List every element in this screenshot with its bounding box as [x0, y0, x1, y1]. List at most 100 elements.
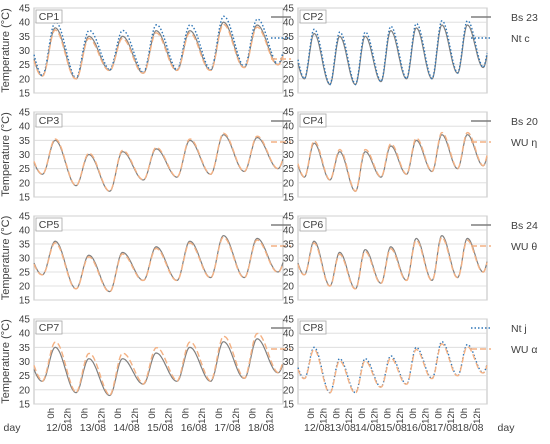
y-tick-label: 45: [283, 315, 295, 326]
legend-entry: Bs 20: [511, 116, 538, 128]
x-tick-hour: 0h: [248, 408, 259, 419]
legend-entry: Nt c: [511, 33, 530, 45]
x-tick-hour: 0h: [382, 408, 393, 419]
y-tick-label: 45: [283, 212, 295, 223]
x-tick-hour: 0h: [331, 408, 342, 419]
x-tick-hour: 0h: [357, 408, 368, 419]
x-tick-hour: 12h: [197, 408, 208, 424]
x-date-label: 18/08: [457, 422, 483, 434]
panel-label-box: [35, 320, 63, 335]
y-tick-label: 25: [283, 371, 295, 382]
y-tick-label: 30: [19, 46, 31, 57]
x-tick-hour: 12h: [319, 408, 330, 424]
series-line-wu: [33, 23, 284, 80]
y-tick-label: 30: [283, 357, 295, 368]
y-axis-title: Temperature (°C): [0, 112, 12, 196]
x-tick-hour: 0h: [433, 408, 444, 419]
y-axis-title: Temperature (°C): [0, 8, 12, 92]
panel-label-box: [35, 113, 63, 128]
y-tick-label: 20: [19, 74, 31, 85]
y-tick-label: 25: [19, 371, 31, 382]
x-date-label: 14/08: [355, 422, 381, 434]
x-date-label: 13/08: [80, 422, 106, 434]
x-date-label: 12/08: [46, 422, 72, 434]
y-axis-title: Temperature (°C): [0, 319, 12, 403]
y-tick-label: 25: [283, 164, 295, 175]
legend-entry: WU α: [511, 344, 537, 356]
x-tick-hour: 0h: [459, 408, 470, 419]
y-tick-label: 25: [19, 164, 31, 175]
x-tick-hour: 12h: [472, 408, 483, 424]
panel-label-box: [299, 217, 327, 232]
x-date-label: 14/08: [113, 422, 139, 434]
legend-entry: WU θ: [511, 241, 537, 253]
x-tick-hour: 12h: [231, 408, 242, 424]
y-tick-label: 20: [19, 178, 31, 189]
x-tick-hour: 12h: [370, 408, 381, 424]
x-tick-hour: 12h: [446, 408, 457, 424]
legend-entry: WU η: [511, 137, 537, 149]
y-tick-label: 35: [19, 343, 31, 354]
y-tick-label: 45: [19, 212, 31, 223]
y-tick-label: 15: [283, 296, 295, 307]
y-tick-label: 40: [19, 122, 31, 133]
legend-entry: Bs 24: [511, 220, 538, 232]
y-tick-label: 20: [283, 178, 295, 189]
x-tick-hour: 0h: [306, 408, 317, 419]
y-tick-label: 15: [283, 400, 295, 411]
y-tick-label: 30: [19, 357, 31, 368]
y-tick-label: 35: [283, 136, 295, 147]
y-tick-label: 40: [283, 329, 295, 340]
y-tick-label: 15: [283, 193, 295, 204]
y-tick-label: 35: [19, 240, 31, 251]
x-tick-hour: 0h: [214, 408, 225, 419]
panel-label-box: [299, 320, 327, 335]
y-tick-label: 45: [19, 315, 31, 326]
y-tick-label: 15: [19, 193, 31, 204]
y-tick-label: 20: [283, 385, 295, 396]
y-tick-label: 45: [283, 4, 295, 15]
series-line-bs: [33, 338, 284, 397]
y-tick-label: 35: [19, 32, 31, 43]
x-tick-hour: 12h: [164, 408, 175, 424]
x-date-label: 17/08: [432, 422, 458, 434]
y-tick-label: 40: [283, 18, 295, 29]
y-tick-label: 15: [19, 296, 31, 307]
panel-label: CP8: [303, 322, 324, 334]
x-tick-hour: 12h: [344, 408, 355, 424]
y-tick-label: 35: [283, 343, 295, 354]
y-tick-label: 40: [19, 18, 31, 29]
x-tick-hour: 12h: [130, 408, 141, 424]
y-axis-title: Temperature (°C): [0, 216, 12, 300]
x-axis-day-label: day: [498, 422, 516, 434]
panel-label: CP3: [39, 115, 60, 127]
series-line-wu: [297, 131, 488, 193]
x-date-label: 12/08: [304, 422, 330, 434]
y-tick-label: 20: [283, 74, 295, 85]
panel-label-box: [299, 9, 327, 24]
x-tick-hour: 0h: [113, 408, 124, 419]
legend-entry: Nt j: [511, 323, 527, 335]
y-tick-label: 15: [19, 400, 31, 411]
panel-label: CP6: [303, 219, 324, 231]
series-line-wu: [297, 343, 488, 394]
y-tick-label: 15: [19, 89, 31, 100]
x-date-label: 16/08: [181, 422, 207, 434]
panel-label: CP7: [39, 322, 60, 334]
x-tick-hour: 12h: [265, 408, 276, 424]
y-tick-label: 30: [283, 254, 295, 265]
y-tick-label: 25: [283, 60, 295, 71]
x-tick-hour: 0h: [147, 408, 158, 419]
y-tick-label: 25: [19, 60, 31, 71]
y-tick-label: 30: [19, 150, 31, 161]
series-line-wu: [33, 236, 284, 293]
x-date-label: 15/08: [381, 422, 407, 434]
panel-label: CP1: [39, 11, 60, 23]
panel-label-box: [35, 217, 63, 232]
y-tick-label: 40: [283, 122, 295, 133]
x-tick-hour: 12h: [96, 408, 107, 424]
panel-label: CP5: [39, 219, 60, 231]
y-tick-label: 45: [19, 4, 31, 15]
x-tick-hour: 12h: [395, 408, 406, 424]
